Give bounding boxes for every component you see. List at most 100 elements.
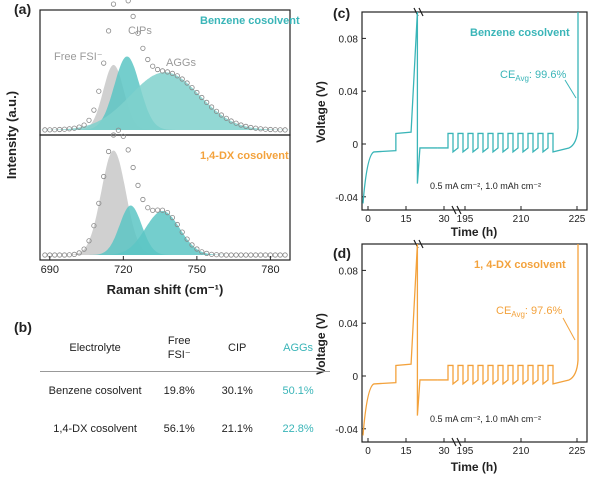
cell-free: 56.1%	[163, 423, 195, 435]
cell-cip: 21.1%	[221, 423, 253, 435]
cell-cip: 30.1%	[221, 385, 253, 397]
a-top-point	[164, 69, 171, 75]
panel-d-ce-value: : 97.6%	[525, 305, 563, 317]
a-bottom-point	[184, 236, 190, 242]
a-top-point	[184, 80, 190, 86]
panel-a-top-components	[40, 56, 290, 130]
header-free-line1: Free	[167, 335, 191, 347]
a-top-point	[86, 117, 92, 123]
a-top-point	[110, 1, 117, 7]
a-top-point	[159, 68, 166, 74]
a-top-point	[189, 85, 195, 91]
y-tick-label: 0.08	[339, 34, 359, 45]
a-top-point	[145, 56, 151, 63]
x-tick-label: 210	[513, 214, 530, 225]
panel-b-table: Electrolyte Free FSI⁻ CIP AGGs Benzene c…	[40, 325, 330, 448]
panel-d-voltage-trace	[362, 243, 579, 436]
header-aggs: AGGs	[266, 325, 330, 372]
a-bottom-point	[130, 164, 136, 171]
a-top-point	[194, 89, 200, 96]
a-top-point	[66, 126, 73, 132]
a-bottom-point	[76, 250, 82, 256]
a-top-point	[42, 127, 48, 133]
a-bottom-point	[86, 238, 92, 244]
a-top-point	[262, 126, 269, 132]
a-top-point	[47, 127, 53, 133]
panel-d-x-ticks: 0 15 30 195 210 225	[365, 239, 586, 457]
a-top-point	[267, 126, 273, 133]
a-bottom-point	[145, 205, 151, 211]
a-top-point	[233, 120, 239, 126]
a-top-point	[228, 118, 234, 124]
panel-c-voltage-trace	[362, 11, 579, 204]
panel-a-bottom-components	[40, 150, 290, 255]
panel-label-b: (b)	[14, 319, 32, 335]
a-top-point	[91, 107, 97, 113]
a-bottom-point	[96, 200, 102, 206]
a-bottom-point	[169, 215, 175, 221]
a-top-component-0	[40, 64, 290, 130]
panel-d-legend: 1, 4-DX cosolvent	[474, 259, 566, 271]
a-bottom-point	[199, 249, 205, 255]
panel-a-bottom-measured	[42, 127, 288, 258]
a-bottom-point	[42, 252, 48, 258]
panel-c-x-ticks: 0 15 30 195 210 225	[365, 7, 586, 225]
a-top-point	[106, 28, 112, 34]
a-top-point	[135, 30, 141, 36]
panel-c-x-label: Time (h)	[451, 225, 497, 239]
x-tick-label: 780	[261, 264, 279, 276]
a-bottom-point	[272, 252, 278, 258]
a-top-point	[56, 126, 63, 133]
panel-a-x-label: Raman shift (cm⁻¹)	[107, 282, 224, 297]
x-tick-label: 225	[569, 446, 586, 457]
panel-a-bottom-legend: 1,4-DX cosolvent	[200, 150, 289, 162]
a-top-point	[277, 127, 283, 133]
trace-cycling	[437, 244, 579, 386]
panel-d-y-ticks: -0.04 0 0.04 0.08	[335, 266, 366, 436]
a-bottom-point	[150, 207, 156, 213]
a-top-point	[282, 127, 288, 133]
panel-label-d: (d)	[333, 245, 351, 261]
table-row: Benzene cosolvent 19.8% 30.1% 50.1%	[40, 372, 330, 411]
a-bottom-point	[110, 132, 117, 138]
a-bottom-point	[253, 252, 259, 258]
panel-a-bottom-frame	[39, 134, 291, 261]
panel-c-ce: CEAvg: 99.6%	[500, 69, 566, 83]
a-bottom-point	[81, 246, 87, 252]
y-tick-label: 0	[352, 372, 358, 383]
a-bottom-point	[106, 148, 112, 155]
panel-c-ce-label: CE	[500, 69, 515, 81]
a-bottom-point	[101, 173, 107, 180]
x-tick-label: 225	[569, 214, 586, 225]
a-bottom-point	[282, 252, 288, 258]
panel-a-top-annot-free: Free FSI⁻	[54, 51, 103, 63]
a-top-point	[61, 126, 68, 132]
a-top-point	[253, 125, 259, 131]
cell-electrolyte: 1,4-DX cosolvent	[53, 423, 137, 435]
a-bottom-point	[189, 242, 195, 248]
a-bottom-point	[140, 196, 146, 203]
a-top-point	[272, 127, 278, 133]
a-bottom-point	[218, 252, 224, 258]
a-bottom-point	[213, 252, 220, 258]
x-tick-label: 690	[41, 264, 59, 276]
panel-c-condition: 0.5 mA cm⁻², 1.0 mAh cm⁻²	[430, 181, 541, 191]
y-tick-label: 0.08	[339, 266, 359, 277]
panel-c-y-label: Voltage (V)	[314, 81, 328, 143]
a-bottom-point	[228, 252, 234, 258]
axis-break-bottom	[451, 205, 462, 215]
header-cip: CIP	[208, 325, 267, 372]
a-top-point	[76, 124, 82, 130]
a-bottom-point	[56, 252, 63, 258]
a-top-point	[238, 122, 244, 128]
a-top-point	[150, 63, 156, 69]
trace-initial	[362, 243, 438, 436]
panel-c: -0.04 0 0.04 0.08 0 15 30 195 210 225 Benzene co…	[314, 7, 588, 239]
a-bottom-point	[164, 210, 171, 216]
x-tick-label: 750	[188, 264, 206, 276]
x-tick-label: 210	[513, 446, 530, 457]
a-bottom-point	[209, 251, 215, 257]
panel-label-c: (c)	[333, 5, 350, 21]
a-bottom-point	[135, 182, 141, 188]
a-top-point	[130, 13, 136, 19]
